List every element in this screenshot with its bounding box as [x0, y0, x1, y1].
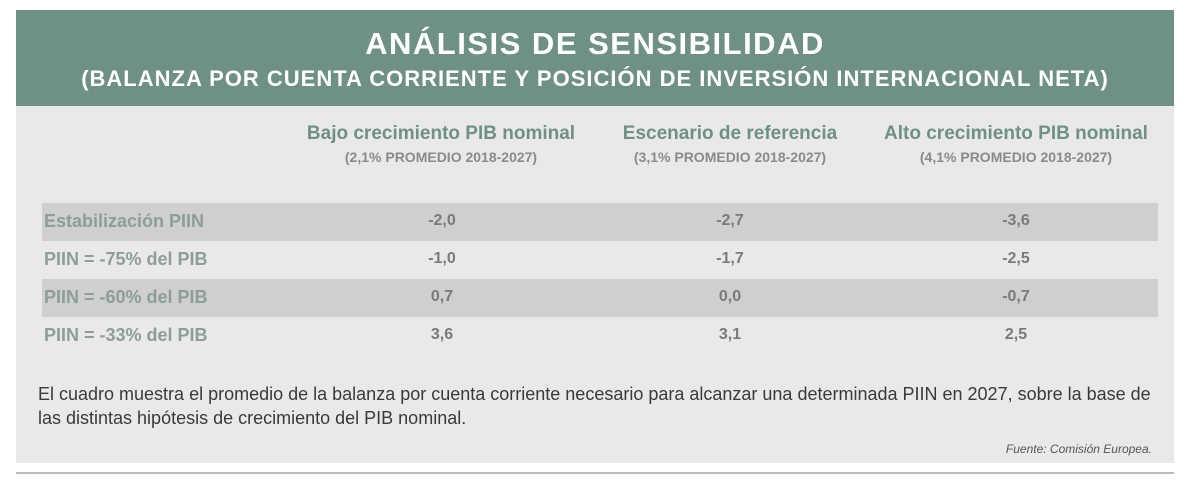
table-cell: 0,0: [718, 288, 742, 305]
column-title: Alto crecimiento PIB nominal: [884, 123, 1148, 144]
table-cell: -2,7: [716, 212, 744, 229]
column-title: Bajo crecimiento PIB nominal: [306, 123, 576, 144]
row-label: PIIN = -75% del PIB: [44, 249, 208, 269]
table-cell: -2,5: [1002, 250, 1030, 267]
chart-title: ANÁLISIS DE SENSIBILIDAD: [365, 26, 825, 61]
table-cell: -0,7: [1002, 288, 1030, 305]
sensitivity-panel: ANÁLISIS DE SENSIBILIDAD (BALANZA POR CU…: [16, 10, 1174, 463]
table-cell: -1,0: [428, 250, 456, 267]
column-note: (4,1% PROMEDIO 2018-2027): [919, 149, 1113, 165]
column-title: Escenario de referencia: [622, 123, 838, 144]
footnote-text: El cuadro muestra el promedio de la bala…: [38, 384, 1151, 428]
header-band: ANÁLISIS DE SENSIBILIDAD (BALANZA POR CU…: [16, 10, 1174, 106]
table-cell: 3,6: [430, 326, 454, 343]
table-row: PIIN = -60% del PIB 0,7 0,0 -0,7: [42, 279, 1158, 317]
column-header-reference: Escenario de referencia (3,1% PROMEDIO 2…: [575, 123, 885, 165]
row-label: PIIN = -60% del PIB: [44, 287, 208, 307]
chart-subtitle: (BALANZA POR CUENTA CORRIENTE Y POSICIÓN…: [81, 66, 1109, 91]
row-label: PIIN = -33% del PIB: [44, 325, 208, 345]
source-credit: Fuente: Comisión Europea.: [1005, 442, 1152, 456]
table-row: PIIN = -33% del PIB 3,6 3,1 2,5: [42, 317, 1158, 355]
table-cell: 3,1: [718, 326, 742, 343]
table-row: Estabilización PIIN -2,0 -2,7 -3,6: [42, 203, 1158, 241]
column-note: (3,1% PROMEDIO 2018-2027): [633, 149, 827, 165]
row-label: Estabilización PIIN: [44, 211, 205, 231]
table-cell: -2,0: [428, 212, 456, 229]
column-note: (2,1% PROMEDIO 2018-2027): [344, 149, 538, 165]
table-cell: 0,7: [430, 288, 454, 305]
table-cell: -3,6: [1002, 212, 1030, 229]
column-header-high: Alto crecimiento PIB nominal (4,1% PROME…: [861, 123, 1171, 165]
column-header-low: Bajo crecimiento PIB nominal (2,1% PROME…: [286, 123, 596, 165]
table-cell: 2,5: [1004, 326, 1028, 343]
bottom-divider: [16, 472, 1174, 474]
table-cell: -1,7: [716, 250, 744, 267]
table-row: PIIN = -75% del PIB -1,0 -1,7 -2,5: [42, 241, 1158, 279]
